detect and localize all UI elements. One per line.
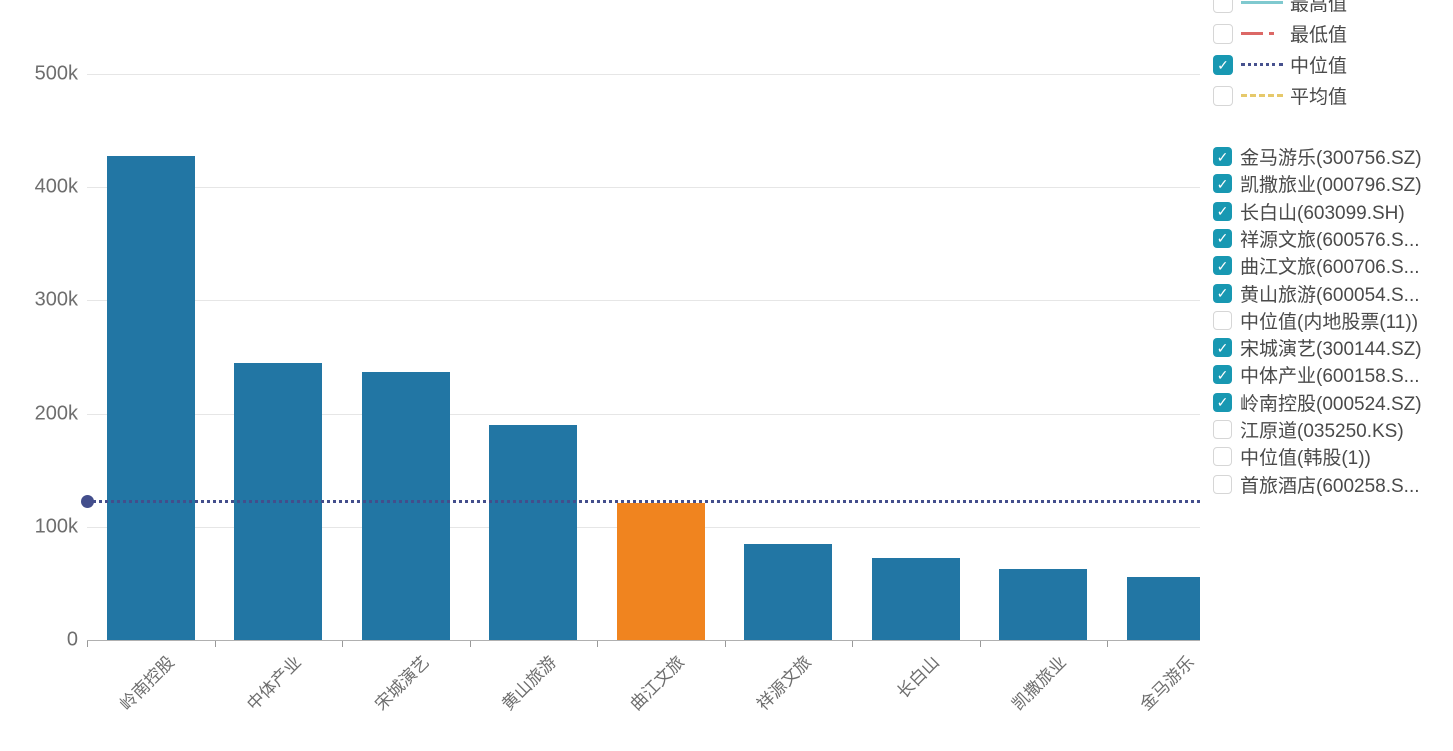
x-axis-tick <box>342 641 343 647</box>
legend-line-sample-dotted-icon <box>1241 63 1283 66</box>
legend-label[interactable]: 平均值 <box>1290 87 1348 108</box>
series-checkbox[interactable]: ✓ <box>1213 392 1232 412</box>
series-checkbox[interactable]: ✓ <box>1213 365 1232 385</box>
y-gridline <box>87 187 1200 189</box>
series-row-中位值(内地股票(11))[interactable]: 中位值(内地股票(11)) <box>1213 307 1418 334</box>
series-checkbox[interactable]: ✓ <box>1213 174 1232 194</box>
series-label[interactable]: 江原道(035250.KS) <box>1240 421 1404 442</box>
legend-checkbox-最低值[interactable] <box>1213 23 1233 44</box>
y-axis-tick-label: 400k <box>34 175 78 198</box>
series-row-金马游乐(300756.SZ)[interactable]: ✓ 金马游乐(300756.SZ) <box>1213 143 1422 170</box>
series-label[interactable]: 宋城演艺(300144.SZ) <box>1240 339 1422 361</box>
legend-row-最低值[interactable]: 最低值 <box>1213 18 1347 49</box>
series-label[interactable]: 凯撒旅业(000796.SZ) <box>1240 175 1422 197</box>
legend-line-sample-solid-icon <box>1241 1 1283 4</box>
x-axis-tick <box>852 641 853 647</box>
legend-label[interactable]: 中位值 <box>1290 56 1348 77</box>
series-label[interactable]: 长白山(603099.SH) <box>1240 202 1405 224</box>
series-checkbox[interactable]: ✓ <box>1213 256 1232 276</box>
legend-row-最高值[interactable]: 最高值 <box>1213 0 1347 18</box>
series-label[interactable]: 曲江文旅(600706.S... <box>1240 257 1420 279</box>
median-value-line <box>87 499 1200 503</box>
series-checkbox[interactable]: ✓ <box>1213 283 1232 303</box>
x-axis-tick <box>469 641 471 647</box>
bar-金马游乐[interactable] <box>1126 576 1200 640</box>
legend-line-sample-dashed-icon <box>1241 94 1283 97</box>
x-axis-tick <box>214 641 216 647</box>
bars-container <box>87 0 1200 640</box>
series-checkbox[interactable]: ✓ <box>1213 338 1232 358</box>
series-row-黄山旅游(600054.S...[interactable]: ✓ 黄山旅游(600054.S... <box>1213 280 1420 307</box>
series-row-江原道(035250.KS)[interactable]: 江原道(035250.KS) <box>1213 416 1404 443</box>
y-gridline <box>87 74 1200 75</box>
bar-凯撒旅业[interactable] <box>999 568 1088 640</box>
x-axis-label-曲江文旅: 曲江文旅 <box>626 652 688 715</box>
series-row-长白山(603099.SH)[interactable]: ✓ 长白山(603099.SH) <box>1213 198 1405 225</box>
x-axis-line <box>87 640 1200 641</box>
series-label[interactable]: 首旅酒店(600258.S... <box>1240 475 1420 497</box>
series-label[interactable]: 岭南控股(000524.SZ) <box>1240 393 1422 415</box>
series-label[interactable]: 金马游乐(300756.SZ) <box>1240 148 1422 169</box>
bar-长白山[interactable] <box>871 558 960 640</box>
x-axis-label-金马游乐: 金马游乐 <box>1136 652 1198 715</box>
series-checkbox[interactable] <box>1213 447 1232 467</box>
x-axis-tick <box>979 641 981 647</box>
y-axis-tick-label: 100k <box>34 515 78 538</box>
series-row-凯撒旅业(000796.SZ)[interactable]: ✓ 凯撒旅业(000796.SZ) <box>1213 170 1422 197</box>
series-label[interactable]: 祥源文旅(600576.S... <box>1240 229 1420 251</box>
x-axis-label-长白山: 长白山 <box>893 652 943 703</box>
series-row-首旅酒店(600258.S...[interactable]: 首旅酒店(600258.S... <box>1213 471 1420 498</box>
series-row-中位值(韩股(1))[interactable]: 中位值(韩股(1)) <box>1213 443 1371 470</box>
legend-row-平均值[interactable]: 平均值 <box>1213 80 1347 111</box>
series-label[interactable]: 中位值(内地股票(11)) <box>1240 311 1419 333</box>
y-axis-tick-label: 0 <box>66 628 78 651</box>
y-axis-tick-label: 200k <box>34 402 78 425</box>
legend-checkbox-最高值[interactable] <box>1213 0 1233 13</box>
series-label[interactable]: 中体产业(600158.S... <box>1240 366 1420 388</box>
series-row-祥源文旅(600576.S...[interactable]: ✓ 祥源文旅(600576.S... <box>1213 225 1420 252</box>
legend-checkbox-中位值[interactable]: ✓ <box>1213 54 1233 75</box>
x-axis-label-宋城演艺: 宋城演艺 <box>371 652 433 715</box>
series-row-岭南控股(000524.SZ)[interactable]: ✓ 岭南控股(000524.SZ) <box>1213 389 1422 416</box>
bar-岭南控股[interactable] <box>106 155 195 640</box>
series-row-中体产业(600158.S...[interactable]: ✓ 中体产业(600158.S... <box>1213 361 1420 388</box>
x-axis-tick <box>597 641 598 647</box>
bar-黄山旅游[interactable] <box>489 424 578 640</box>
legend-line-sample-dashdot-icon <box>1241 32 1283 35</box>
bar-宋城演艺[interactable] <box>361 371 450 640</box>
y-gridline <box>87 413 1200 415</box>
series-checkbox[interactable] <box>1213 420 1232 439</box>
y-gridline <box>87 300 1200 302</box>
x-axis-tick <box>1107 641 1108 647</box>
series-checkbox[interactable] <box>1213 310 1232 330</box>
legend-label[interactable]: 最高值 <box>1290 0 1348 15</box>
legend-checkbox-平均值[interactable] <box>1213 85 1233 106</box>
series-label[interactable]: 黄山旅游(600054.S... <box>1240 284 1420 306</box>
series-checkbox[interactable] <box>1213 474 1232 494</box>
bar-祥源文旅[interactable] <box>744 543 833 640</box>
y-axis-tick-label: 500k <box>34 62 78 85</box>
legend-label[interactable]: 最低值 <box>1290 25 1348 46</box>
y-axis-tick-label: 300k <box>34 288 78 311</box>
x-axis-label-祥源文旅: 祥源文旅 <box>753 652 816 715</box>
median-line-start-dot <box>81 494 94 508</box>
x-axis-label-凯撒旅业: 凯撒旅业 <box>1008 652 1071 715</box>
series-checkbox[interactable]: ✓ <box>1213 228 1232 248</box>
bar-曲江文旅[interactable] <box>616 503 705 640</box>
x-axis-label-岭南控股: 岭南控股 <box>116 652 178 715</box>
series-row-宋城演艺(300144.SZ)[interactable]: ✓ 宋城演艺(300144.SZ) <box>1213 334 1422 361</box>
x-axis-tick <box>87 641 88 647</box>
x-axis-label-中体产业: 中体产业 <box>243 652 306 715</box>
legend-row-中位值[interactable]: ✓ 中位值 <box>1213 49 1347 80</box>
x-axis-tick <box>724 641 726 647</box>
series-label[interactable]: 中位值(韩股(1)) <box>1240 448 1371 470</box>
series-checkbox[interactable]: ✓ <box>1213 147 1232 166</box>
x-axis-label-黄山旅游: 黄山旅游 <box>498 652 561 715</box>
series-checkbox[interactable]: ✓ <box>1213 201 1232 221</box>
series-row-曲江文旅(600706.S...[interactable]: ✓ 曲江文旅(600706.S... <box>1213 252 1420 279</box>
